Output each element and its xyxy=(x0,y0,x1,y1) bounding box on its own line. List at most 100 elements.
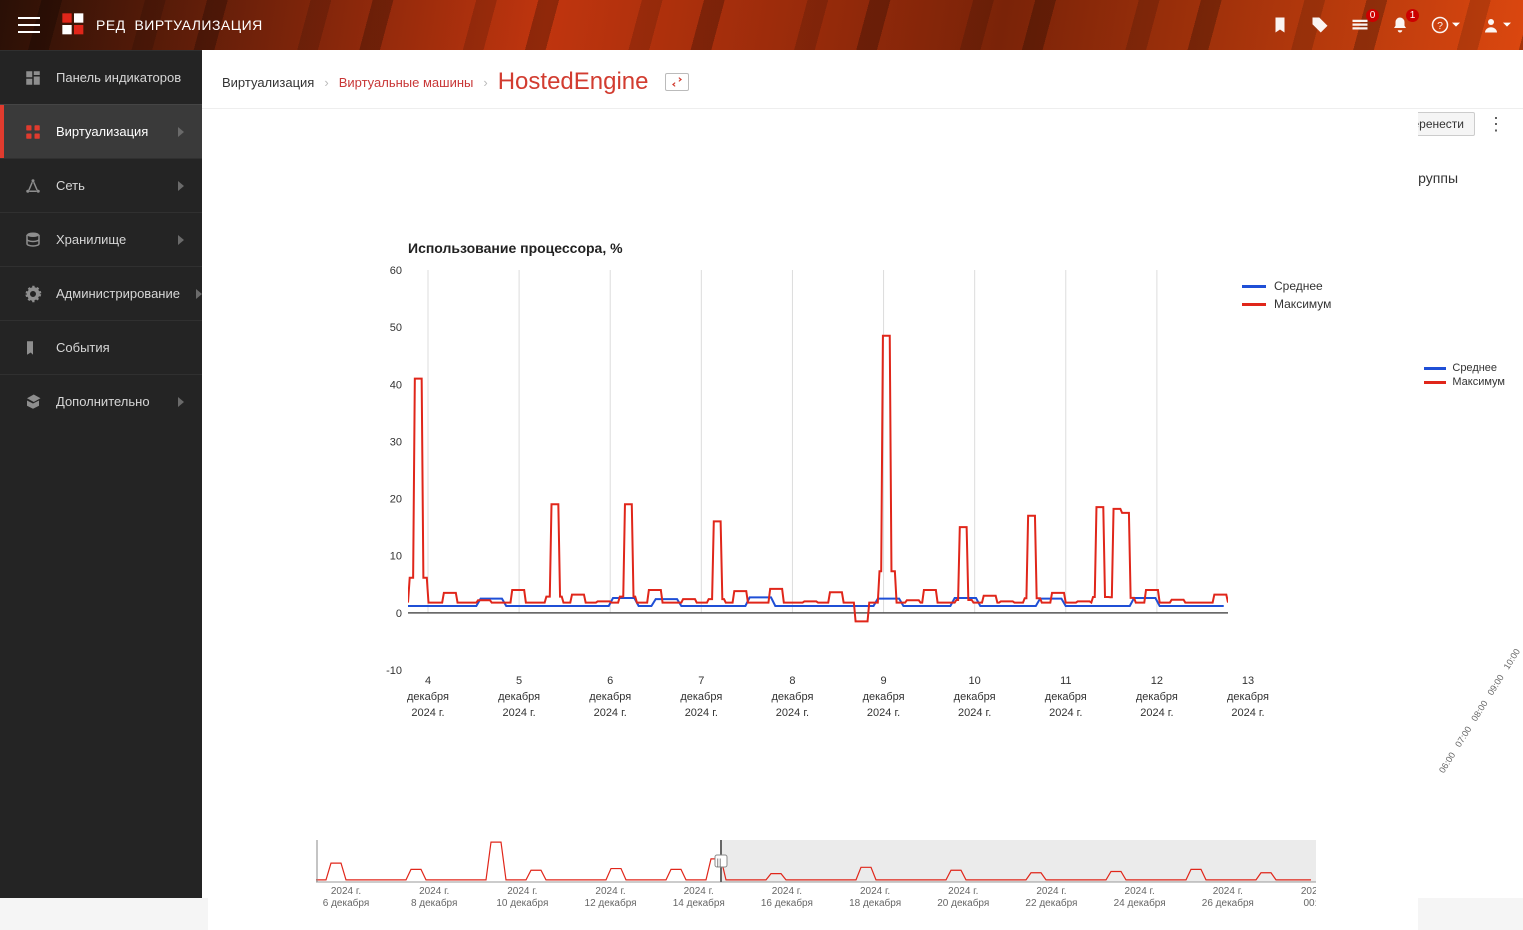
chart-plot-area[interactable] xyxy=(408,270,1228,670)
svg-text:12 декабря: 12 декабря xyxy=(585,897,637,909)
svg-text:2024 г.: 2024 г. xyxy=(776,707,809,719)
legend-item: Максимум xyxy=(1242,297,1331,311)
alerts-button[interactable]: 1 xyxy=(1391,16,1409,34)
svg-text:2024 г.: 2024 г. xyxy=(685,707,718,719)
svg-text:2024 г.: 2024 г. xyxy=(502,707,535,719)
sidebar-item-events[interactable]: События xyxy=(0,320,202,374)
sidebar-item-label: Сеть xyxy=(56,178,162,193)
more-actions-button[interactable]: ⋮ xyxy=(1481,115,1511,133)
svg-text:14 декабря: 14 декабря xyxy=(673,897,725,909)
breadcrumb-section[interactable]: Виртуальные машины xyxy=(339,75,474,90)
svg-text:6: 6 xyxy=(607,675,613,687)
svg-text:2024 г.: 2024 г. xyxy=(419,886,449,897)
alerts-badge: 1 xyxy=(1406,9,1419,22)
breadcrumb-root[interactable]: Виртуализация xyxy=(222,75,314,90)
legend-item: Среднее xyxy=(1424,362,1505,374)
svg-text:2024 г.: 2024 г. xyxy=(595,886,625,897)
svg-text:22 декабря: 22 декабря xyxy=(1025,897,1077,909)
sidebar-item-label: Хранилище xyxy=(56,232,162,247)
swap-icon xyxy=(665,73,689,91)
svg-text:6 декабря: 6 декабря xyxy=(323,897,369,909)
svg-text:2024 г.: 2024 г. xyxy=(1049,707,1082,719)
svg-text:?: ? xyxy=(1437,20,1443,32)
svg-text:10 декабря: 10 декабря xyxy=(496,897,548,909)
svg-text:||: || xyxy=(717,857,722,867)
svg-text:2024 г.: 2024 г. xyxy=(507,886,537,897)
messages-button[interactable]: 0 xyxy=(1351,16,1369,34)
sidebar-item-label: Виртуализация xyxy=(56,124,162,139)
brand-logo-icon xyxy=(60,11,88,39)
svg-text:2024 г.: 2024 г. xyxy=(411,707,444,719)
svg-text:9: 9 xyxy=(880,675,886,687)
svg-text:декабря: декабря xyxy=(407,691,449,703)
svg-text:11: 11 xyxy=(1060,675,1071,687)
svg-text:0: 0 xyxy=(396,608,402,620)
svg-text:2024 г.: 2024 г. xyxy=(1140,707,1173,719)
svg-text:8 декабря: 8 декабря xyxy=(411,897,457,909)
svg-text:10: 10 xyxy=(390,551,402,563)
svg-text:декабря: декабря xyxy=(863,691,905,703)
sidebar-item-storage[interactable]: Хранилище xyxy=(0,212,202,266)
chevron-right-icon: › xyxy=(324,75,328,90)
svg-text:50: 50 xyxy=(390,322,402,334)
sidebar-item-admin[interactable]: Администрирование xyxy=(0,266,202,320)
chevron-right-icon: › xyxy=(483,75,487,90)
topbar-actions: 0 1 ? xyxy=(1271,16,1511,34)
sidebar-item-extra[interactable]: Дополнительно xyxy=(0,374,202,428)
menu-toggle-button[interactable] xyxy=(12,8,46,42)
sidebar-item-label: Панель индикаторов xyxy=(56,70,186,85)
svg-text:40: 40 xyxy=(390,379,402,391)
svg-text:30: 30 xyxy=(390,436,402,448)
svg-text:7: 7 xyxy=(698,675,704,687)
svg-text:4: 4 xyxy=(425,675,431,687)
svg-text:2024 г.: 2024 г. xyxy=(867,707,900,719)
svg-text:-10: -10 xyxy=(386,665,402,677)
sidebar-item-label: Администрирование xyxy=(56,286,180,301)
svg-text:2024 г.: 2024 г. xyxy=(1301,886,1316,897)
topbar: РЕД ВИРТУАЛИЗАЦИЯ 0 1 ? xyxy=(0,0,1523,50)
svg-text:2024 г.: 2024 г. xyxy=(594,707,627,719)
brand: РЕД ВИРТУАЛИЗАЦИЯ xyxy=(60,11,263,39)
legend-item: Среднее xyxy=(1242,279,1331,293)
sidebar-item-dashboard[interactable]: Панель индикаторов xyxy=(0,50,202,104)
sidebar-item-network[interactable]: Сеть xyxy=(0,158,202,212)
tags-button[interactable] xyxy=(1311,16,1329,34)
svg-text:декабря: декабря xyxy=(589,691,631,703)
svg-text:10: 10 xyxy=(969,675,981,687)
sidebar-item-label: События xyxy=(56,340,186,355)
svg-text:2024 г.: 2024 г. xyxy=(1125,886,1155,897)
help-button[interactable]: ? xyxy=(1431,16,1460,34)
svg-text:12: 12 xyxy=(1151,675,1163,687)
svg-text:2024 г.: 2024 г. xyxy=(1231,707,1264,719)
chart-title: Использование процессора, % xyxy=(408,240,623,256)
svg-text:декабря: декабря xyxy=(1136,691,1178,703)
secondary-chart-legend: Среднее Максимум xyxy=(1424,360,1505,390)
sidebar-item-virt[interactable]: Виртуализация xyxy=(0,104,202,158)
svg-text:5: 5 xyxy=(516,675,522,687)
svg-text:18 декабря: 18 декабря xyxy=(849,897,901,909)
svg-text:60: 60 xyxy=(390,265,402,277)
svg-text:2024 г.: 2024 г. xyxy=(772,886,802,897)
sidebar: Панель индикаторов Виртуализация Сеть Храни… xyxy=(0,50,202,898)
svg-text:8: 8 xyxy=(789,675,795,687)
svg-text:декабря: декабря xyxy=(498,691,540,703)
legend-item: Максимум xyxy=(1424,376,1505,388)
svg-text:2024 г.: 2024 г. xyxy=(331,886,361,897)
svg-text:2024 г.: 2024 г. xyxy=(948,886,978,897)
svg-text:2024 г.: 2024 г. xyxy=(958,707,991,719)
svg-text:декабря: декабря xyxy=(680,691,722,703)
svg-text:декабря: декабря xyxy=(771,691,813,703)
sidebar-item-label: Дополнительно xyxy=(56,394,162,409)
chart-legend: Среднее Максимум xyxy=(1242,275,1331,315)
messages-badge: 0 xyxy=(1366,9,1379,22)
content: Виртуализация › Виртуальные машины › Hos… xyxy=(202,50,1523,898)
svg-text:2024 г.: 2024 г. xyxy=(684,886,714,897)
breadcrumb: Виртуализация › Виртуальные машины › Hos… xyxy=(202,50,1523,109)
chart-overview-strip[interactable]: ||2024 г.6 декабря2024 г.8 декабря2024 г… xyxy=(316,840,1316,910)
svg-text:2024 г.: 2024 г. xyxy=(1213,886,1243,897)
page-title: HostedEngine xyxy=(498,68,649,96)
user-menu-button[interactable] xyxy=(1482,16,1511,34)
bookmark-button[interactable] xyxy=(1271,16,1289,34)
svg-text:13: 13 xyxy=(1242,675,1254,687)
svg-text:декабря: декабря xyxy=(1045,691,1087,703)
